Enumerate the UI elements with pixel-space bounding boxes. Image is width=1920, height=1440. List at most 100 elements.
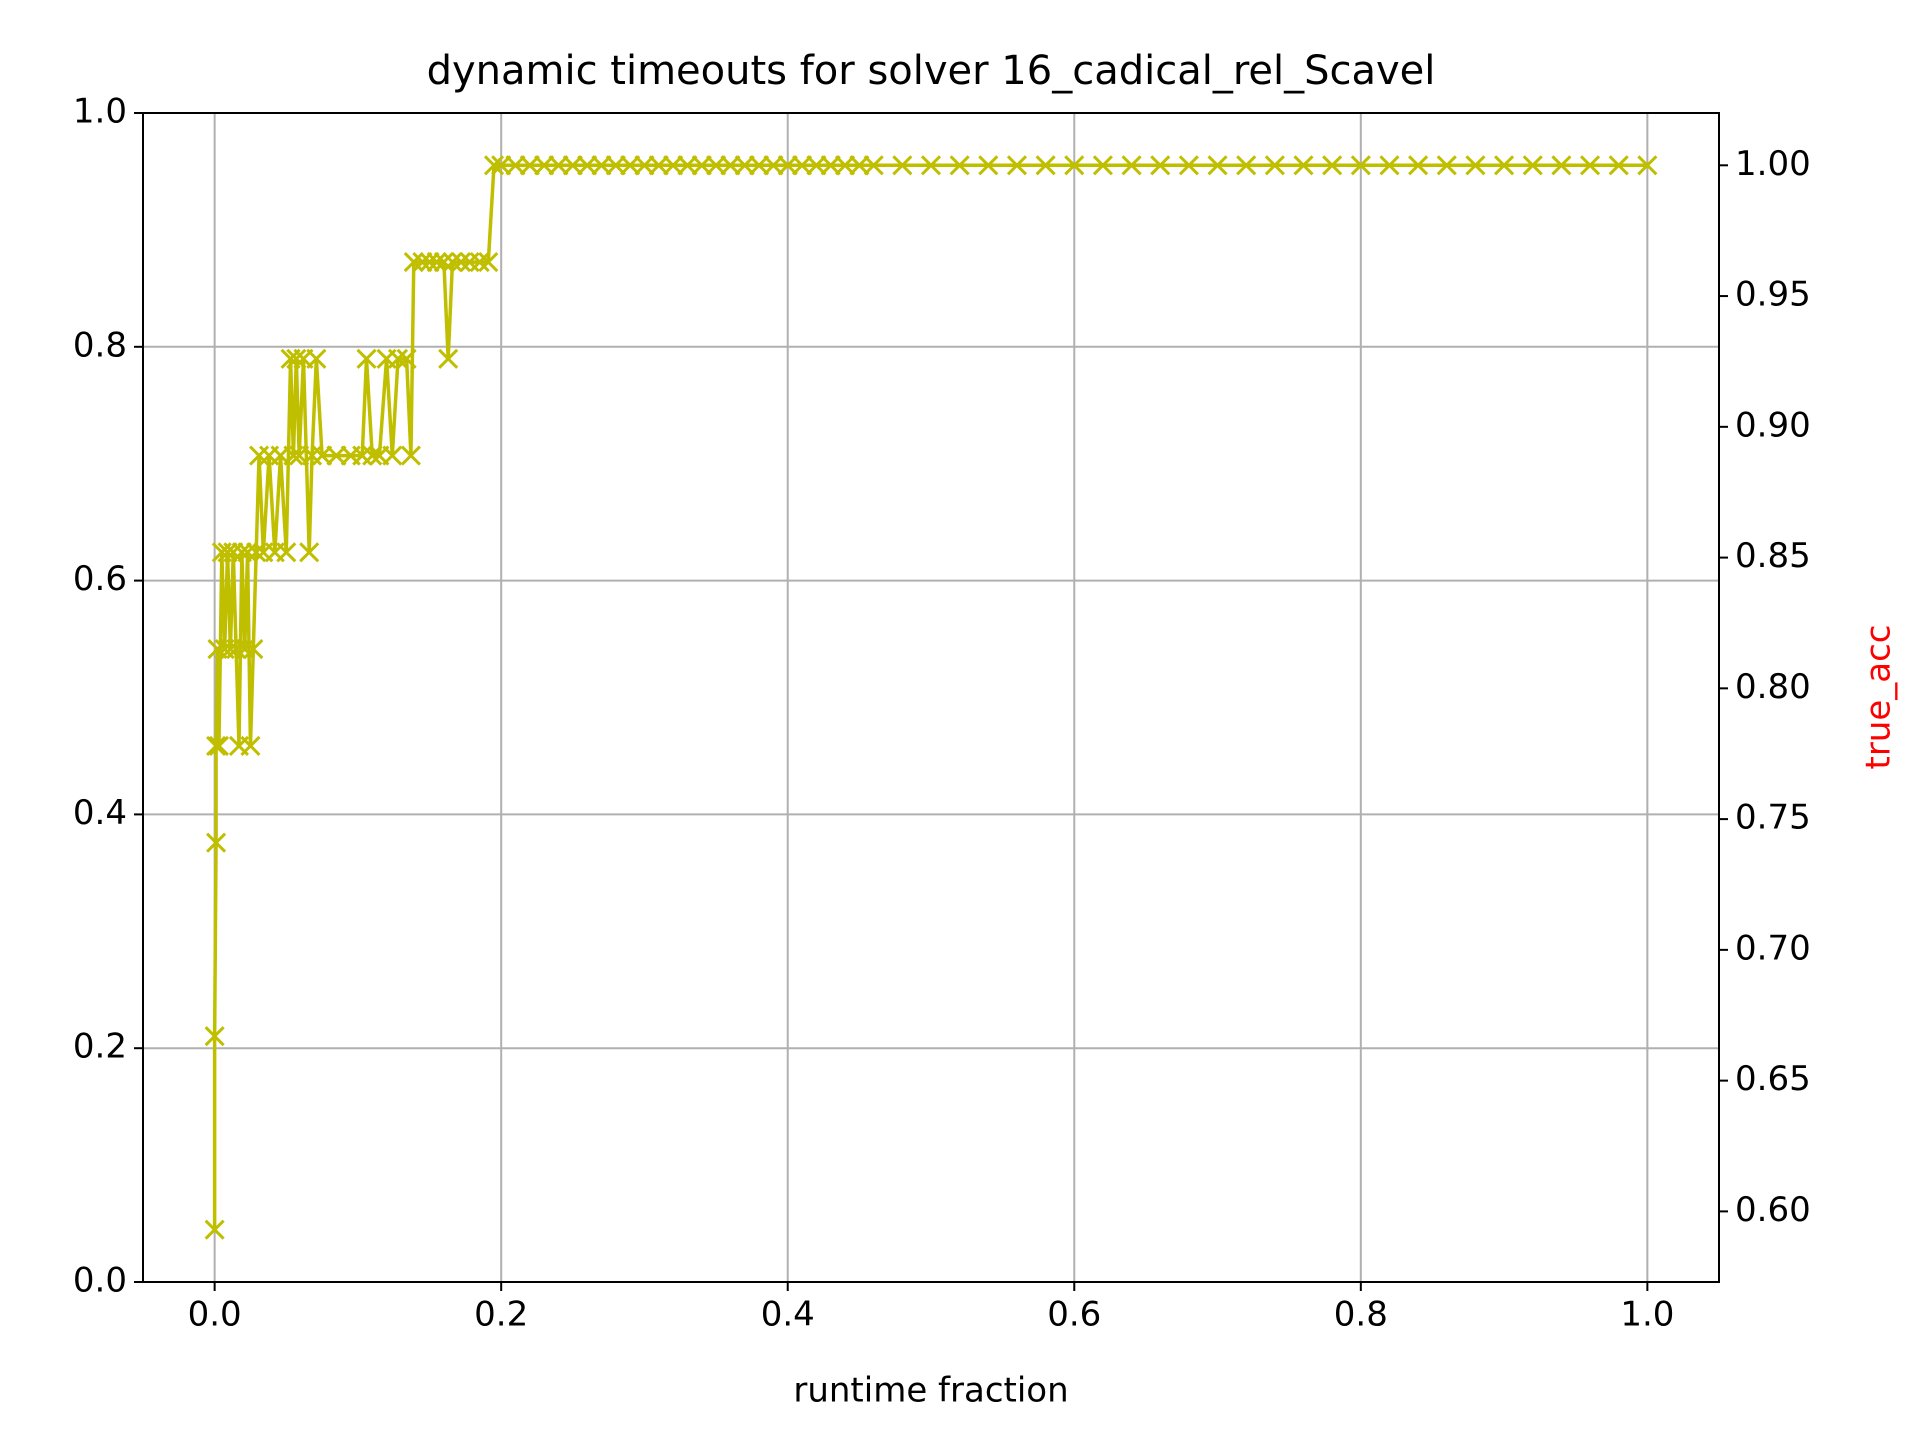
marker bbox=[234, 639, 255, 660]
marker bbox=[478, 252, 499, 273]
y2-tick-label: 0.65 bbox=[1735, 1059, 1811, 1099]
marker bbox=[978, 155, 999, 176]
marker bbox=[1579, 155, 1601, 176]
marker bbox=[691, 155, 712, 176]
marker bbox=[849, 155, 870, 176]
marker bbox=[892, 155, 913, 176]
y2-tick-label: 0.60 bbox=[1735, 1190, 1811, 1230]
x-axis-label: runtime fraction bbox=[793, 1371, 1068, 1411]
y2-tick-label: 0.70 bbox=[1735, 928, 1811, 968]
marker bbox=[208, 735, 229, 756]
marker bbox=[240, 735, 261, 756]
marker bbox=[1035, 155, 1056, 176]
marker bbox=[356, 348, 377, 369]
marker bbox=[1379, 155, 1400, 176]
marker bbox=[237, 542, 258, 563]
marker bbox=[396, 348, 417, 369]
marker bbox=[1178, 155, 1199, 176]
marker bbox=[1092, 155, 1113, 176]
marker bbox=[206, 832, 227, 853]
marker bbox=[426, 252, 447, 273]
marker bbox=[223, 542, 244, 563]
marker bbox=[806, 155, 827, 176]
marker bbox=[920, 155, 942, 176]
marker bbox=[577, 155, 598, 176]
marker bbox=[283, 445, 304, 466]
marker bbox=[763, 155, 784, 176]
marker bbox=[1408, 155, 1429, 176]
marker bbox=[231, 542, 252, 563]
marker bbox=[442, 252, 463, 273]
marker bbox=[534, 155, 555, 176]
marker bbox=[749, 155, 770, 176]
marker bbox=[312, 445, 333, 466]
marker bbox=[1006, 155, 1028, 176]
marker bbox=[1293, 155, 1314, 176]
marker bbox=[403, 252, 424, 273]
y-tick-label: 0.0 bbox=[73, 1261, 127, 1301]
x-tick-label: 0.0 bbox=[188, 1295, 242, 1335]
marker bbox=[243, 639, 264, 660]
marker bbox=[299, 542, 320, 563]
marker bbox=[483, 155, 505, 176]
marker bbox=[387, 348, 409, 369]
x-tick-label: 0.4 bbox=[761, 1295, 815, 1335]
y2-tick-label: 0.85 bbox=[1735, 536, 1811, 576]
marker bbox=[863, 155, 884, 176]
marker bbox=[634, 155, 655, 176]
y-tick-label: 0.4 bbox=[73, 793, 127, 833]
marker bbox=[286, 348, 307, 369]
marker bbox=[204, 1026, 225, 1047]
marker bbox=[220, 639, 241, 660]
marker bbox=[326, 445, 347, 466]
marker bbox=[791, 155, 813, 176]
marker bbox=[663, 155, 684, 176]
marker bbox=[1494, 155, 1515, 176]
marker bbox=[620, 155, 641, 176]
marker bbox=[419, 252, 440, 273]
y-tick-label: 0.2 bbox=[73, 1027, 127, 1067]
marker bbox=[777, 155, 798, 176]
marker bbox=[591, 155, 612, 176]
marker bbox=[1150, 155, 1171, 176]
marker bbox=[226, 639, 247, 660]
y-tick-label: 0.8 bbox=[73, 325, 127, 365]
marker bbox=[562, 155, 583, 176]
marker bbox=[1236, 155, 1257, 176]
marker bbox=[1322, 155, 1343, 176]
y2-axis-label: true_acc bbox=[1859, 625, 1899, 770]
marker bbox=[217, 542, 238, 563]
marker bbox=[438, 348, 459, 369]
marker bbox=[548, 155, 569, 176]
marker bbox=[491, 155, 512, 176]
marker bbox=[706, 155, 727, 176]
marker bbox=[400, 445, 421, 466]
marker bbox=[505, 155, 526, 176]
x-tick-label: 1.0 bbox=[1620, 1295, 1674, 1335]
marker bbox=[949, 155, 970, 176]
marker bbox=[1207, 155, 1228, 176]
marker bbox=[1522, 155, 1543, 176]
plot-frame bbox=[142, 112, 1720, 1283]
marker bbox=[648, 155, 669, 176]
marker bbox=[1551, 155, 1572, 176]
marker bbox=[204, 1219, 225, 1240]
marker bbox=[246, 542, 267, 563]
x-tick-label: 0.2 bbox=[474, 1295, 528, 1335]
chart-title: dynamic timeouts for solver 16_cadical_r… bbox=[427, 48, 1436, 94]
marker bbox=[1350, 155, 1371, 176]
marker bbox=[734, 155, 755, 176]
marker bbox=[306, 348, 327, 369]
marker bbox=[677, 155, 698, 176]
x-tick-label: 0.6 bbox=[1047, 1295, 1101, 1335]
y2-tick-label: 0.95 bbox=[1735, 275, 1811, 315]
marker bbox=[834, 155, 856, 176]
marker bbox=[276, 542, 297, 563]
marker bbox=[469, 252, 490, 273]
x-tick-label: 0.8 bbox=[1334, 1295, 1388, 1335]
marker bbox=[720, 155, 741, 176]
marker bbox=[1064, 155, 1085, 176]
